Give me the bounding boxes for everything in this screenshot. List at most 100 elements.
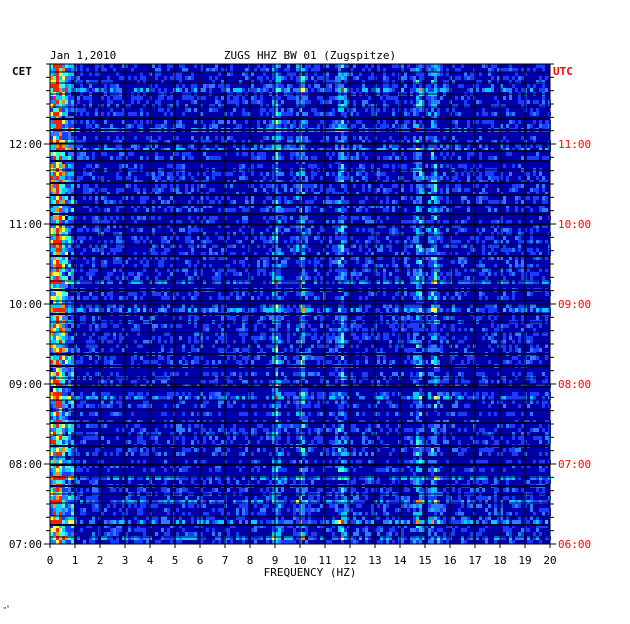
spectrogram-cell — [152, 104, 155, 108]
spectrogram-cell — [200, 164, 203, 168]
spectrogram-cell — [221, 68, 224, 72]
spectrogram-cell — [341, 152, 344, 156]
spectrogram-cell — [236, 152, 239, 156]
spectrogram-cell — [539, 208, 542, 212]
spectrogram-cell — [422, 188, 425, 192]
spectrogram-cell — [497, 100, 500, 104]
spectrogram-cell — [539, 124, 542, 128]
spectrogram-cell — [290, 112, 293, 116]
spectrogram-cell — [314, 264, 317, 268]
spectrogram-cell — [305, 228, 308, 232]
spectrogram-cell — [89, 100, 92, 104]
spectrogram-cell — [230, 112, 233, 116]
spectrogram-cell — [170, 340, 173, 344]
spectrogram-cell — [395, 268, 398, 272]
spectrogram-cell — [260, 76, 263, 80]
spectrogram-cell — [341, 296, 344, 300]
spectrogram-cell — [485, 88, 488, 92]
spectrogram-cell — [53, 328, 56, 332]
spectrogram-cell — [371, 104, 374, 108]
spectrogram-cell — [176, 188, 179, 192]
spectrogram-cell — [506, 68, 509, 72]
spectrogram-cell — [389, 240, 392, 244]
spectrogram-cell — [302, 88, 305, 92]
spectrogram-cell — [215, 144, 218, 148]
spectrogram-cell — [305, 96, 308, 100]
spectrogram-cell — [284, 292, 287, 296]
spectrogram-cell — [275, 220, 278, 224]
spectrogram-cell — [338, 224, 341, 228]
spectrogram-cell — [116, 276, 119, 280]
spectrogram-cell — [350, 276, 353, 280]
spectrogram-cell — [311, 176, 314, 180]
spectrogram-cell — [332, 188, 335, 192]
spectrogram-cell — [80, 112, 83, 116]
spectrogram-cell — [518, 248, 521, 252]
spectrogram-cell — [365, 216, 368, 220]
spectrogram-cell — [416, 108, 419, 112]
spectrogram-cell — [134, 276, 137, 280]
spectrogram-cell — [158, 100, 161, 104]
spectrogram-cell — [395, 144, 398, 148]
spectrogram-cell — [341, 264, 344, 268]
spectrogram-cell — [443, 252, 446, 256]
spectrogram-cell — [515, 256, 518, 260]
spectrogram-cell — [50, 284, 53, 288]
spectrogram-cell — [326, 80, 329, 84]
spectrogram-cell — [386, 188, 389, 192]
spectrogram-cell — [284, 68, 287, 72]
spectrogram-cell — [332, 244, 335, 248]
spectrogram-cell — [485, 268, 488, 272]
spectrogram-cell — [500, 324, 503, 328]
spectrogram-cell — [509, 248, 512, 252]
spectrogram-cell — [485, 144, 488, 148]
spectrogram-cell — [506, 208, 509, 212]
spectrogram-cell — [287, 108, 290, 112]
spectrogram-cell — [311, 172, 314, 176]
spectrogram-cell — [137, 328, 140, 332]
spectrogram-cell — [122, 296, 125, 300]
spectrogram-cell — [68, 96, 71, 100]
spectrogram-cell — [200, 136, 203, 140]
spectrogram-cell — [194, 292, 197, 296]
spectrogram-cell — [539, 120, 542, 124]
spectrogram-cell — [125, 224, 128, 228]
spectrogram-cell — [464, 256, 467, 260]
spectrogram-cell — [545, 200, 548, 204]
spectrogram-cell — [266, 228, 269, 232]
spectrogram-cell — [143, 80, 146, 84]
spectrogram-cell — [104, 120, 107, 124]
spectrogram-cell — [86, 88, 89, 92]
spectrogram-cell — [65, 220, 68, 224]
spectrogram-cell — [467, 124, 470, 128]
spectrogram-cell — [416, 316, 419, 320]
spectrogram-cell — [368, 188, 371, 192]
spectrogram-cell — [89, 164, 92, 168]
spectrogram-cell — [269, 120, 272, 124]
spectrogram-cell — [158, 68, 161, 72]
spectrogram-cell — [365, 260, 368, 264]
spectrogram-cell — [152, 248, 155, 252]
spectrogram-cell — [50, 328, 53, 332]
spectrogram-cell — [305, 292, 308, 296]
spectrogram-cell — [497, 324, 500, 328]
spectrogram-cell — [509, 264, 512, 268]
spectrogram-cell — [95, 200, 98, 204]
spectrogram-cell — [533, 252, 536, 256]
spectrogram-cell — [278, 264, 281, 268]
spectrogram-cell — [458, 144, 461, 148]
spectrogram-cell — [50, 112, 53, 116]
spectrogram-cell — [350, 308, 353, 312]
spectrogram-cell — [176, 256, 179, 260]
spectrogram-cell — [161, 252, 164, 256]
spectrogram-cell — [470, 140, 473, 144]
spectrogram-cell — [446, 80, 449, 84]
spectrogram-cell — [281, 208, 284, 212]
spectrogram-cell — [230, 308, 233, 312]
spectrogram-cell — [341, 324, 344, 328]
spectrogram-cell — [494, 240, 497, 244]
spectrogram-cell — [71, 172, 74, 176]
spectrogram-cell — [146, 172, 149, 176]
spectrogram-cell — [338, 328, 341, 332]
spectrogram-cell — [467, 208, 470, 212]
